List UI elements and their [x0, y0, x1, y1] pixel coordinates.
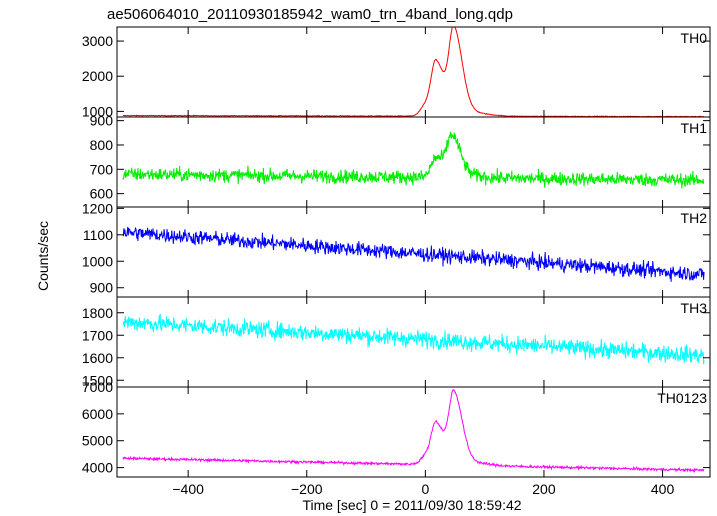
panel-label: TH2 — [681, 210, 708, 226]
y-tick-label: 7000 — [82, 379, 113, 395]
panel-frame — [116, 26, 711, 118]
y-axis-label: Counts/sec — [35, 221, 51, 291]
y-tick-label: 5000 — [82, 433, 113, 449]
y-tick-label: 6000 — [82, 406, 113, 422]
y-tick-label: 1600 — [82, 350, 113, 366]
y-tick-label: 900 — [90, 113, 114, 129]
panel-frame — [116, 386, 711, 478]
series-line-th2 — [122, 226, 705, 282]
x-tick-label: 200 — [532, 481, 556, 497]
panel-th1: 600 700 800 900 TH1 — [90, 113, 711, 208]
y-tick-label: 900 — [90, 280, 114, 296]
series-line-th3 — [122, 313, 705, 365]
panel-frame — [116, 116, 711, 208]
y-tick-label: 1100 — [83, 227, 113, 243]
panel-th3: 1500 1600 1700 1800 TH3 — [82, 296, 711, 388]
y-tick-label: 600 — [90, 186, 114, 202]
x-axis: −400 −200 0 200 400 — [172, 481, 674, 497]
panel-label: TH1 — [681, 120, 708, 136]
panel-th2: 900 1000 1100 1200 TH2 — [82, 200, 711, 298]
y-tick-label: 800 — [90, 137, 114, 153]
series-line-th1 — [122, 131, 705, 189]
y-tick-label: 4000 — [82, 460, 113, 476]
y-tick-label: 1200 — [82, 200, 113, 216]
y-tick-label: 1000 — [82, 103, 113, 119]
panel-label: TH3 — [681, 300, 708, 316]
chart-title: ae506064010_20110930185942_wam0_trn_4ban… — [107, 6, 513, 23]
panel-label: TH0 — [681, 30, 708, 46]
y-tick-label: 1700 — [82, 327, 113, 343]
y-tick-label: 2000 — [82, 68, 113, 84]
series-line-th0 — [122, 27, 705, 117]
x-tick-label: 0 — [421, 481, 429, 497]
series-line-th0123 — [122, 389, 705, 474]
y-tick-label: 1000 — [82, 253, 113, 269]
y-tick-label: 3000 — [82, 33, 113, 49]
panel-th0123: 4000 5000 6000 7000 TH0123 — [82, 379, 711, 478]
x-axis-label: Time [sec] 0 = 2011/09/30 18:59:42 — [302, 497, 521, 513]
panel-th0: 1000 2000 3000 TH0 — [82, 26, 711, 119]
x-tick-label: −400 — [172, 481, 204, 497]
panel-label: TH0123 — [657, 390, 707, 406]
y-tick-label: 1800 — [82, 305, 113, 321]
x-tick-label: −200 — [291, 481, 323, 497]
y-tick-label: 700 — [90, 161, 114, 177]
y-tick-label: 1500 — [82, 372, 113, 388]
panel-frame — [116, 296, 711, 388]
x-tick-label: 400 — [651, 481, 675, 497]
